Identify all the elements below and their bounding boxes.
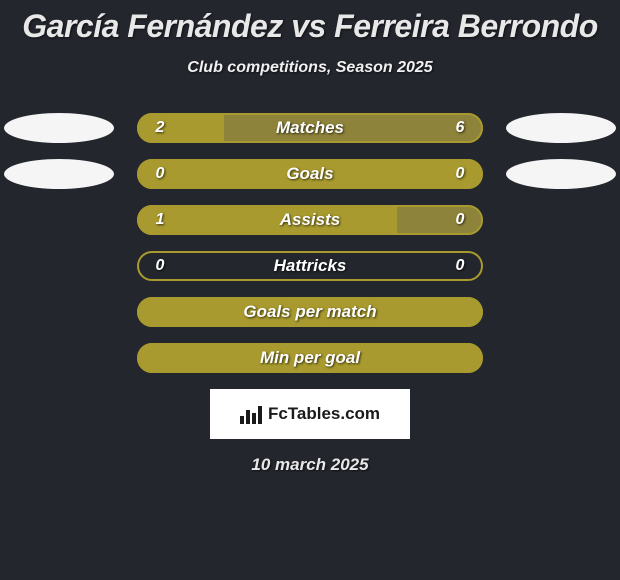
- bar-track: [137, 159, 483, 189]
- page-title: García Fernández vs Ferreira Berrondo: [0, 0, 620, 45]
- stat-row: Matches26: [0, 113, 620, 143]
- bar-value-right: 0: [445, 159, 475, 189]
- branding-badge: FcTables.com: [210, 389, 410, 439]
- bar-value-left: 0: [145, 251, 175, 281]
- bar-value-left: 0: [145, 159, 175, 189]
- bar-fill-left: [137, 343, 483, 373]
- stat-row: Goals per match: [0, 297, 620, 327]
- date-label: 10 march 2025: [0, 455, 620, 475]
- bar-track: [137, 343, 483, 373]
- player-avatar-right: [506, 159, 616, 189]
- bar-track: [137, 205, 483, 235]
- bar-fill-left: [137, 297, 483, 327]
- bar-value-right: 0: [445, 251, 475, 281]
- stat-row: Goals00: [0, 159, 620, 189]
- chart-icon: [240, 404, 262, 424]
- bar-value-left: 1: [145, 205, 175, 235]
- bar-value-right: 6: [445, 113, 475, 143]
- bar-track: [137, 297, 483, 327]
- bars-area: Matches26Goals00Assists10Hattricks00Goal…: [0, 113, 620, 373]
- bar-value-left: 2: [145, 113, 175, 143]
- player-avatar-left: [4, 113, 114, 143]
- bar-fill-left: [137, 159, 483, 189]
- stat-row: Hattricks00: [0, 251, 620, 281]
- player-avatar-left: [4, 159, 114, 189]
- page-subtitle: Club competitions, Season 2025: [0, 59, 620, 77]
- bar-track: [137, 251, 483, 281]
- player-avatar-right: [506, 113, 616, 143]
- stat-row: Min per goal: [0, 343, 620, 373]
- branding-text: FcTables.com: [268, 404, 380, 424]
- comparison-card: García Fernández vs Ferreira Berrondo Cl…: [0, 0, 620, 580]
- bar-fill-left: [137, 205, 397, 235]
- bar-track: [137, 113, 483, 143]
- stat-row: Assists10: [0, 205, 620, 235]
- bar-value-right: 0: [445, 205, 475, 235]
